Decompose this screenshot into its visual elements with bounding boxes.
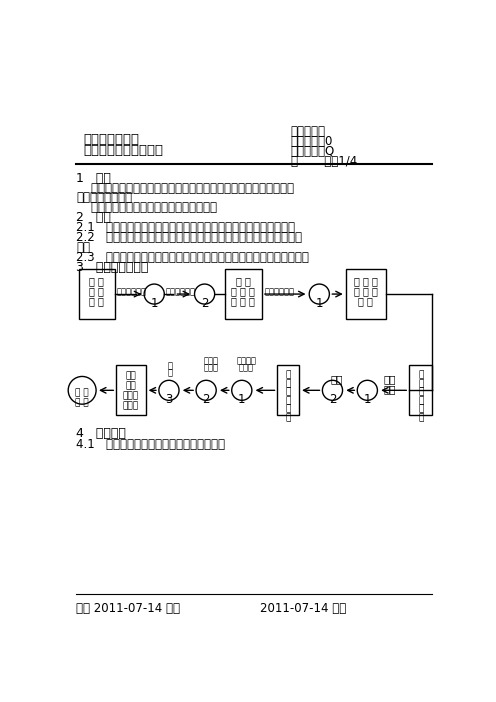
Text: 发行版本：: 发行版本： [291,125,326,138]
Text: 工作领: 工作领 [123,392,139,400]
Text: 资助: 资助 [125,381,136,390]
Text: 各 系 资: 各 系 资 [354,276,378,286]
Text: 联评会: 联评会 [239,363,254,372]
Text: 2011-07-14 实施: 2011-07-14 实施 [259,602,346,616]
Text: 资: 资 [286,388,291,397]
Text: 学院 2011-07-14 发布: 学院 2011-07-14 发布 [76,602,180,616]
Text: 2.2   学院学生资助工作领导小组负责指导学院国家奖、助学金管理工: 2.2 学院学生资助工作领导小组负责指导学院国家奖、助学金管理工 [76,232,302,244]
Text: 生: 生 [286,379,291,388]
Text: 助: 助 [286,396,291,405]
Circle shape [194,284,215,304]
Text: 申请: 申请 [383,384,396,394]
Text: 助: 助 [418,396,424,405]
Text: 中 心: 中 心 [89,296,104,306]
Text: 助 工 作: 助 工 作 [354,286,378,296]
Text: 心: 心 [418,413,424,422]
Text: 资 助: 资 助 [89,286,104,296]
Text: 公: 公 [168,362,173,371]
Text: 1: 1 [364,393,371,406]
Bar [277,365,299,416]
Bar [116,365,146,416]
Text: 形成初步方案: 形成初步方案 [166,287,196,296]
Bar [409,365,433,416]
Text: 学 生: 学 生 [89,276,104,286]
Text: 省 厅: 省 厅 [75,398,89,407]
Text: 心: 心 [286,413,291,422]
Circle shape [322,380,343,400]
Text: 1: 1 [150,297,158,310]
Text: 本细则规定了国家奖、助学金评定的原则、条件、组织、程序和日: 本细则规定了国家奖、助学金评定的原则、条件、组织、程序和日 [76,182,294,195]
Text: 生: 生 [418,379,424,388]
Text: 资 助: 资 助 [236,276,251,286]
Text: 评定管理工作实施细则: 评定管理工作实施细则 [84,145,164,157]
Text: 中: 中 [418,404,424,413]
Text: 4.1   国家奖、助学金评定应遵循以下原则：: 4.1 国家奖、助学金评定应遵循以下原则： [76,437,225,451]
Text: 小 组: 小 组 [359,296,373,306]
Text: 分配评选名额: 分配评选名额 [116,287,146,296]
Bar [346,269,386,319]
Circle shape [159,380,179,400]
Circle shape [196,380,216,400]
Text: 中: 中 [286,404,291,413]
Text: 上 报: 上 报 [75,389,89,398]
Text: 选名单: 选名单 [203,363,218,372]
Text: 2   职责: 2 职责 [76,211,111,225]
Text: 3: 3 [165,393,173,406]
Text: 1: 1 [315,297,323,310]
Circle shape [68,376,96,404]
Text: 2: 2 [329,393,336,406]
Circle shape [357,380,377,400]
Text: 3   管理工作流程图: 3 管理工作流程图 [76,260,148,274]
Text: 1: 1 [238,393,246,406]
Text: 导小组: 导小组 [123,402,139,411]
Text: 工 作 领: 工 作 领 [232,286,255,296]
Text: 1   范围: 1 范围 [76,172,111,185]
Text: 示: 示 [168,369,173,378]
Text: 下发评选通知: 下发评选通知 [264,287,294,296]
Text: 4   管理内容: 4 管理内容 [76,427,126,440]
Circle shape [144,284,164,304]
Text: 2: 2 [201,297,208,310]
Text: 学院: 学院 [125,371,136,380]
Bar [79,269,115,319]
Text: 组织: 组织 [383,375,396,385]
Text: 组织召开: 组织召开 [237,356,256,365]
Text: 国家奖、助学金: 国家奖、助学金 [84,133,140,146]
Text: 常管理工作细则。: 常管理工作细则。 [76,191,132,204]
Text: 作。: 作。 [76,241,90,253]
Bar [225,269,262,319]
Circle shape [309,284,329,304]
Text: 页       码：1/4: 页 码：1/4 [291,155,357,168]
Text: 提出初: 提出初 [203,356,218,365]
Text: 2.3   学院各系学生资助工作小组负责本系国家奖、助学金的管理工作。: 2.3 学院各系学生资助工作小组负责本系国家奖、助学金的管理工作。 [76,251,309,263]
Text: 2: 2 [202,393,210,406]
Text: 资: 资 [418,388,424,397]
Text: 学: 学 [418,371,424,380]
Text: 学: 学 [286,371,291,380]
Circle shape [232,380,252,400]
Text: 本办法适用于所有在校全日制高职学生。: 本办法适用于所有在校全日制高职学生。 [76,201,217,214]
Text: 文件编号：Q: 文件编号：Q [291,145,335,158]
Text: 导 小 组: 导 小 组 [232,296,255,306]
Text: 修改次数：0: 修改次数：0 [291,135,333,148]
Text: 初审: 初审 [331,375,343,385]
Text: 2.1   学院学生资助中心具体负责全院国家奖、助学金的管理工作。: 2.1 学院学生资助中心具体负责全院国家奖、助学金的管理工作。 [76,221,295,234]
